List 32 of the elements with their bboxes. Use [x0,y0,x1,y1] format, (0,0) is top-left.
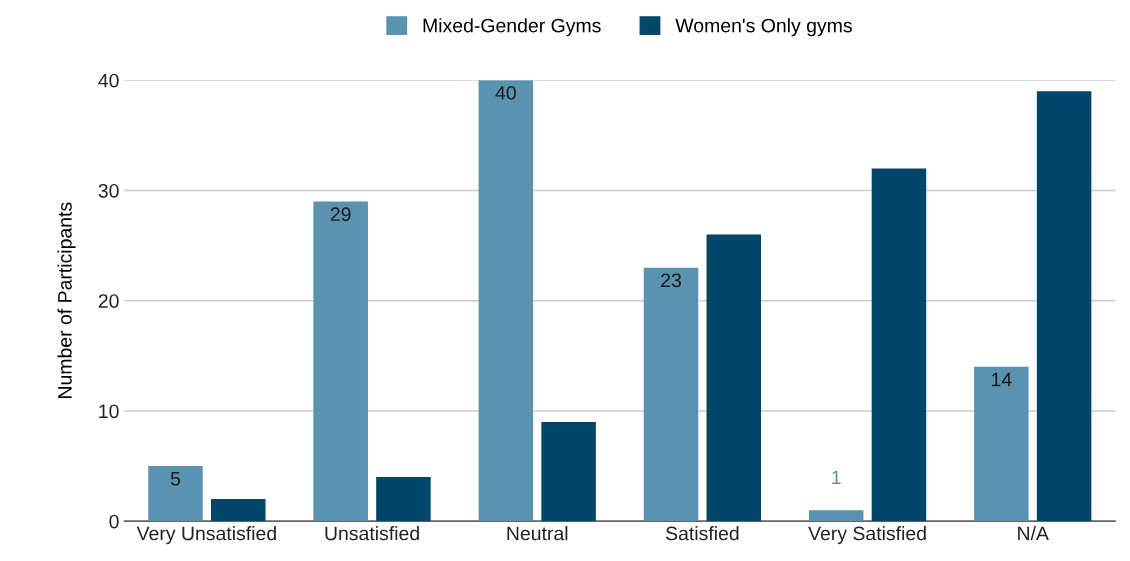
bar [211,499,266,522]
y-axis-title: Number of Participants [57,202,76,398]
bar [1036,91,1092,522]
legend-label: Mixed-Gender Gyms [423,18,601,37]
y-tick-label: 20 [98,294,119,308]
data-label: 23 [661,273,681,288]
data-label: 40 [495,86,516,100]
bar [871,168,927,522]
legend-label: Women's Only gyms [675,18,852,37]
y-tick-label: 40 [98,73,119,88]
x-tick-label: Very Satisfied [808,526,926,545]
y-tick-label: 0 [109,514,119,529]
bar [376,477,431,522]
y-tick-label: 30 [98,183,119,198]
data-label: 5 [170,472,181,486]
bar [541,421,596,522]
x-tick-label: N/A [1018,526,1049,541]
x-tick-label: Unsatisfied [325,526,419,541]
x-tick-label: Neutral [507,526,568,541]
bar [974,366,1029,522]
y-tick-label: 10 [99,404,119,419]
bar [148,466,203,522]
bar [313,201,368,522]
bar [478,80,534,522]
x-tick-label: Satisfied [665,526,739,541]
data-label: 29 [330,207,351,222]
bar [643,267,699,522]
bar [706,234,762,522]
data-label: 1 [832,470,841,485]
bar [808,510,864,522]
data-label: 14 [992,372,1012,387]
x-tick-label: Very Unsatisfied [136,526,276,545]
